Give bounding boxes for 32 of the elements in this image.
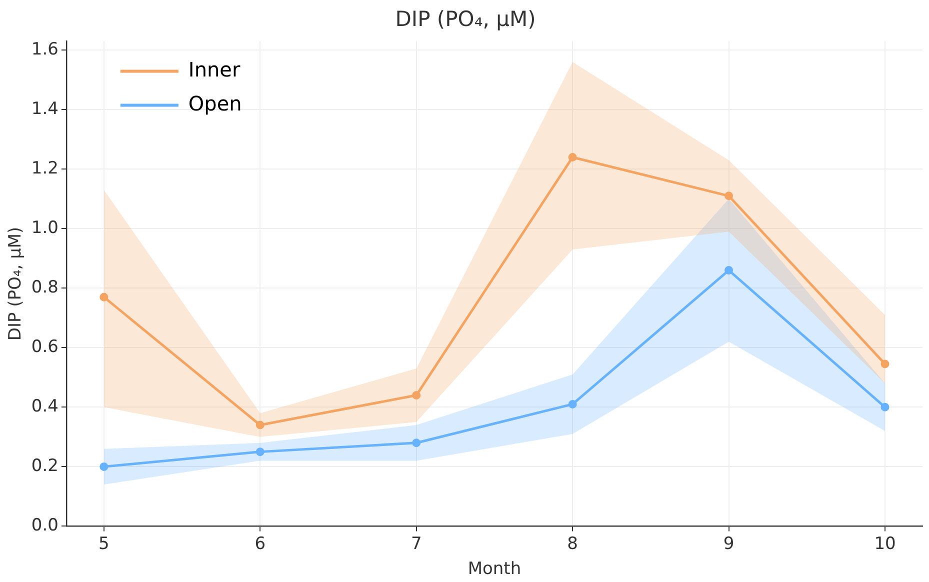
point	[256, 420, 264, 430]
x-tick-label: 9	[723, 534, 734, 554]
x-tick-label: 6	[254, 534, 266, 554]
point	[256, 448, 264, 456]
point	[412, 391, 421, 400]
point	[724, 192, 734, 200]
x-tick-label: 7	[410, 534, 422, 554]
x-axis-title: Month	[468, 559, 522, 580]
x-tick-label: 10	[874, 534, 896, 554]
legend-label: Inner	[188, 57, 241, 82]
x-tick-label: 8	[567, 534, 578, 554]
y-tick-label: 1.4	[31, 99, 58, 120]
y-tick-label: 0.4	[31, 396, 58, 417]
point	[100, 462, 108, 471]
chart-title: DIP (PO₄, µM)	[395, 7, 536, 32]
legend-label: Open	[188, 91, 242, 116]
point	[568, 400, 577, 408]
point	[880, 402, 890, 412]
point	[880, 360, 890, 368]
y-tick-label: 1.0	[31, 218, 58, 238]
point	[412, 438, 421, 448]
y-tick-label: 1.6	[31, 40, 58, 60]
y-tick-label: 0.0	[31, 516, 58, 536]
y-tick-label: 0.2	[31, 456, 58, 476]
y-tick-label: 0.8	[31, 278, 58, 298]
y-axis-title: DIP (PO₄, µM)	[6, 226, 26, 341]
point	[100, 292, 108, 302]
y-tick-label: 1.2	[31, 158, 58, 179]
point	[724, 266, 734, 275]
x-tick-label: 5	[98, 534, 110, 554]
y-tick-label: 0.6	[31, 337, 58, 358]
point	[568, 152, 577, 162]
